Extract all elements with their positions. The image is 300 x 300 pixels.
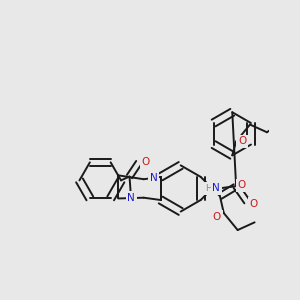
Text: N: N xyxy=(212,184,220,194)
Text: H: H xyxy=(205,184,212,193)
Text: O: O xyxy=(213,212,221,222)
Text: O: O xyxy=(250,199,258,209)
Text: N: N xyxy=(127,193,135,203)
Text: O: O xyxy=(238,136,246,146)
Text: N: N xyxy=(150,173,158,183)
Text: O: O xyxy=(142,157,150,167)
Text: O: O xyxy=(237,180,246,190)
